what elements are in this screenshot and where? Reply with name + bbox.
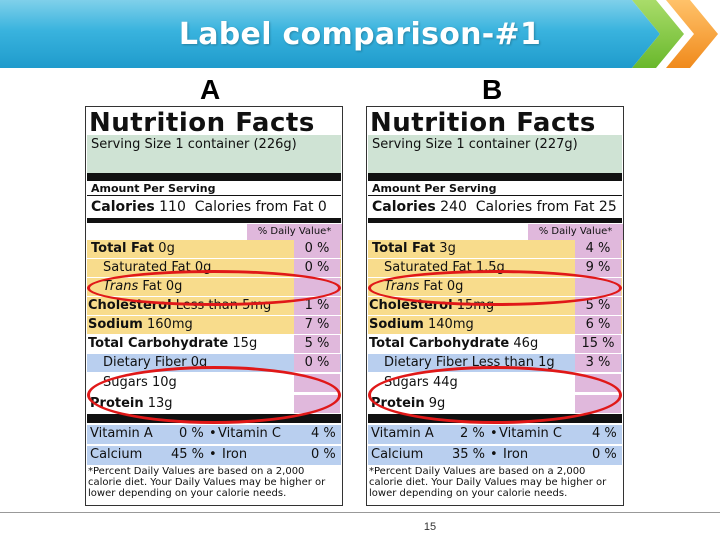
sugar-protein-highlight (87, 366, 341, 424)
serving-size: Serving Size 1 container (226g) (87, 135, 341, 173)
calories-from-fat-label: Calories from Fat (194, 199, 314, 215)
nutrition-label-b: Nutrition Facts Serving Size 1 container… (366, 106, 624, 506)
sugar-protein-highlight (368, 366, 622, 424)
label-b-letter: B (482, 74, 503, 105)
thin-divider (87, 195, 341, 196)
label-a-letter: A (200, 74, 221, 105)
amount-per-serving: Amount Per Serving (372, 182, 497, 195)
footer-divider (0, 512, 720, 513)
calories-row: Calories 110 Calories from Fat 0 (87, 198, 341, 216)
trans-fat-highlight (368, 270, 622, 306)
calories-from-fat-value: 0 (317, 199, 327, 215)
nutrient-row: Total Carbohydrate 46g 15 % (368, 335, 622, 353)
nutrient-row: Total Carbohydrate 15g 5 % (87, 335, 341, 353)
daily-value-header: % Daily Value* (528, 224, 623, 240)
mineral-row: Calcium 45 % • Iron 0 % (87, 446, 341, 465)
serving-size: Serving Size 1 container (227g) (368, 135, 622, 173)
thick-divider (368, 173, 622, 181)
nutrition-label-a: Nutrition Facts Serving Size 1 container… (85, 106, 343, 506)
thin-divider (368, 195, 622, 196)
medium-divider (368, 218, 622, 223)
mineral-row: Calcium 35 % • Iron 0 % (368, 446, 622, 465)
calories-value: 240 (440, 199, 467, 215)
nutrient-row: Dietary Fiber Less than 1g 3 % (368, 354, 622, 372)
nutrient-row: Total Fat 0g 0 % (87, 240, 341, 258)
calories-value: 110 (159, 199, 186, 215)
page-number: 15 (423, 521, 437, 533)
calories-row: Calories 240 Calories from Fat 25 (368, 198, 622, 216)
trans-fat-highlight (87, 270, 341, 306)
medium-divider (87, 218, 341, 223)
calories-from-fat-value: 25 (598, 199, 617, 215)
footnote: *Percent Daily Values are based on a 2,0… (369, 466, 607, 499)
thick-divider (87, 173, 341, 181)
footnote: *Percent Daily Values are based on a 2,0… (88, 466, 326, 499)
calories-label: Calories (372, 199, 436, 215)
label-heading: Nutrition Facts (370, 108, 596, 138)
label-heading: Nutrition Facts (89, 108, 315, 138)
nutrient-row: Sodium 140mg 6 % (368, 316, 622, 334)
amount-per-serving: Amount Per Serving (91, 182, 216, 195)
nutrient-row: Total Fat 3g 4 % (368, 240, 622, 258)
title-banner (0, 0, 660, 68)
calories-label: Calories (91, 199, 155, 215)
calories-from-fat-label: Calories from Fat (475, 199, 595, 215)
daily-value-header: % Daily Value* (247, 224, 342, 240)
nutrient-row: Sodium 160mg 7 % (87, 316, 341, 334)
slide-title: Label comparison-#1 (178, 16, 542, 52)
